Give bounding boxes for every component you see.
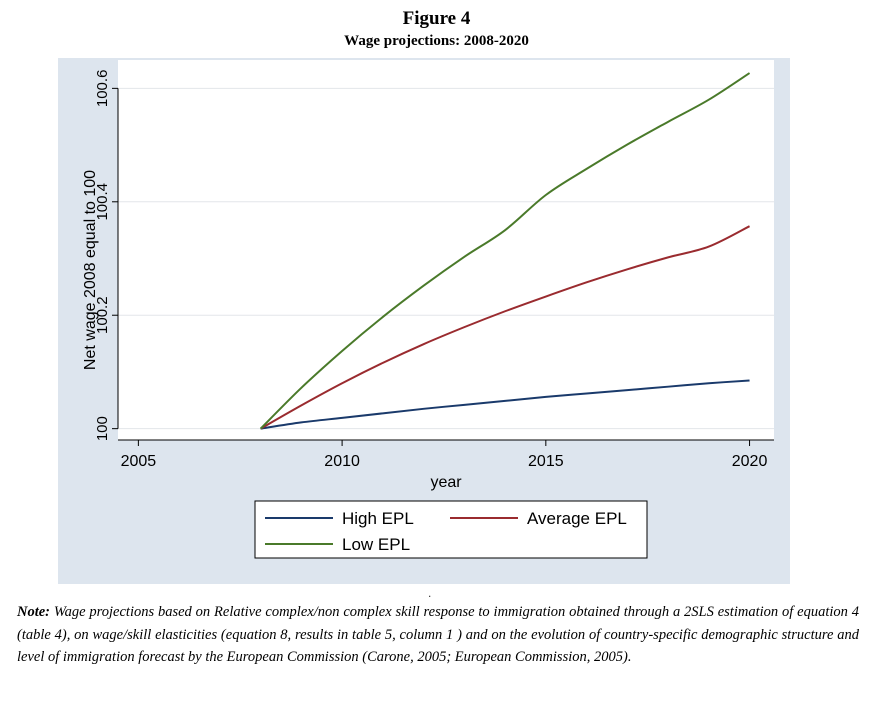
x-tick-label: 2015 xyxy=(528,453,564,470)
series-line-high-epl xyxy=(260,379,750,430)
legend-box xyxy=(254,500,648,559)
y-axis-label: Net wage 2008 equal to 100 xyxy=(82,170,99,370)
legend-label-high-epl: High EPL xyxy=(342,509,414,528)
series-line-low-epl xyxy=(259,72,751,430)
y-tick-label: 100.4 xyxy=(94,183,111,221)
x-tick-label: 2020 xyxy=(732,453,768,470)
legend-label-low-epl: Low EPL xyxy=(342,535,410,554)
series-lines xyxy=(259,72,751,430)
axes: 100 100.2 100.4 100.6 2005 2010 2015 2020 xyxy=(94,70,774,470)
note-text: Wage projections based on Relative compl… xyxy=(17,604,859,665)
note-label: Note: xyxy=(17,604,51,620)
legend: High EPL Average EPL Low EPL xyxy=(254,500,648,559)
y-tick-label: 100.2 xyxy=(94,296,111,334)
separator-dot: . xyxy=(428,586,432,600)
line-chart: 100 100.2 100.4 100.6 2005 2010 2015 2020 Net w… xyxy=(58,58,790,584)
x-axis-label: year xyxy=(430,474,462,491)
y-tick-label: 100 xyxy=(94,416,111,441)
figure-note: Note: Wage projections based on Relative… xyxy=(17,601,859,669)
figure-label: Figure 4 xyxy=(402,8,471,29)
x-tick-label: 2005 xyxy=(121,453,157,470)
gridlines xyxy=(118,87,774,430)
x-tick-label: 2010 xyxy=(324,453,360,470)
series-line-average-epl xyxy=(260,225,750,430)
legend-label-average-epl: Average EPL xyxy=(527,509,627,528)
chart-container: 100 100.2 100.4 100.6 2005 2010 2015 2020 Net w… xyxy=(58,58,790,584)
figure-subtitle: Wage projections: 2008-2020 xyxy=(344,33,529,49)
y-tick-label: 100.6 xyxy=(94,70,111,108)
